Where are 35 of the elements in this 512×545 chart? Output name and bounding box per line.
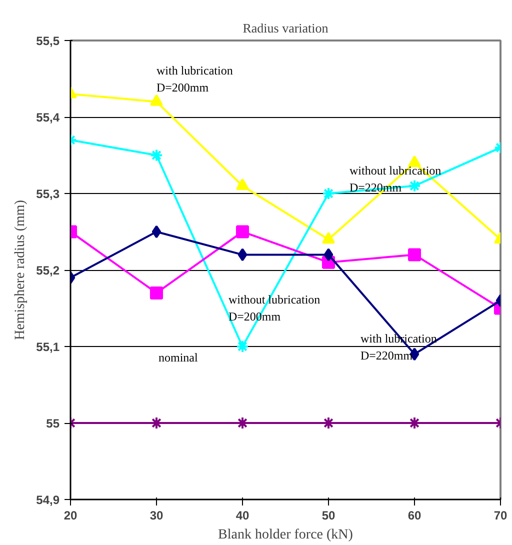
y-tick-label: 55,1 bbox=[36, 340, 60, 354]
point bbox=[236, 225, 249, 238]
x-tick-label: 60 bbox=[408, 508, 422, 522]
point bbox=[236, 340, 249, 353]
point bbox=[408, 179, 421, 192]
chart-title: Radius variation bbox=[242, 20, 329, 36]
x-tick-label: 30 bbox=[150, 508, 164, 522]
x-tick-label: 70 bbox=[494, 508, 508, 522]
y-tick-label: 55,4 bbox=[36, 110, 60, 124]
x-tick-label: 50 bbox=[322, 508, 336, 522]
point bbox=[322, 416, 335, 430]
y-tick-label: 54,9 bbox=[36, 493, 60, 507]
point bbox=[322, 187, 335, 200]
point bbox=[150, 416, 163, 430]
annotation: with lubrication D=200mm bbox=[156, 64, 233, 94]
point bbox=[152, 225, 162, 238]
point bbox=[408, 416, 421, 430]
point bbox=[238, 248, 248, 262]
point bbox=[408, 248, 421, 262]
annotation: nominal bbox=[158, 350, 198, 364]
point bbox=[150, 286, 163, 300]
point bbox=[236, 178, 249, 190]
point bbox=[324, 248, 334, 262]
y-tick-label: 55,5 bbox=[36, 34, 60, 48]
y-tick-label: 55 bbox=[46, 416, 60, 430]
x-tick-label: 40 bbox=[236, 508, 250, 522]
point bbox=[322, 232, 335, 244]
y-axis-title: Hemisphere radius (mm) bbox=[13, 200, 28, 340]
x-axis-title: Blank holder force (kN) bbox=[218, 528, 354, 542]
point bbox=[150, 148, 163, 162]
y-tick-label: 55,3 bbox=[36, 187, 60, 201]
x-tick-label: 20 bbox=[64, 508, 78, 522]
y-tick-label: 55,2 bbox=[36, 264, 60, 278]
point bbox=[150, 94, 163, 106]
point bbox=[236, 416, 249, 430]
